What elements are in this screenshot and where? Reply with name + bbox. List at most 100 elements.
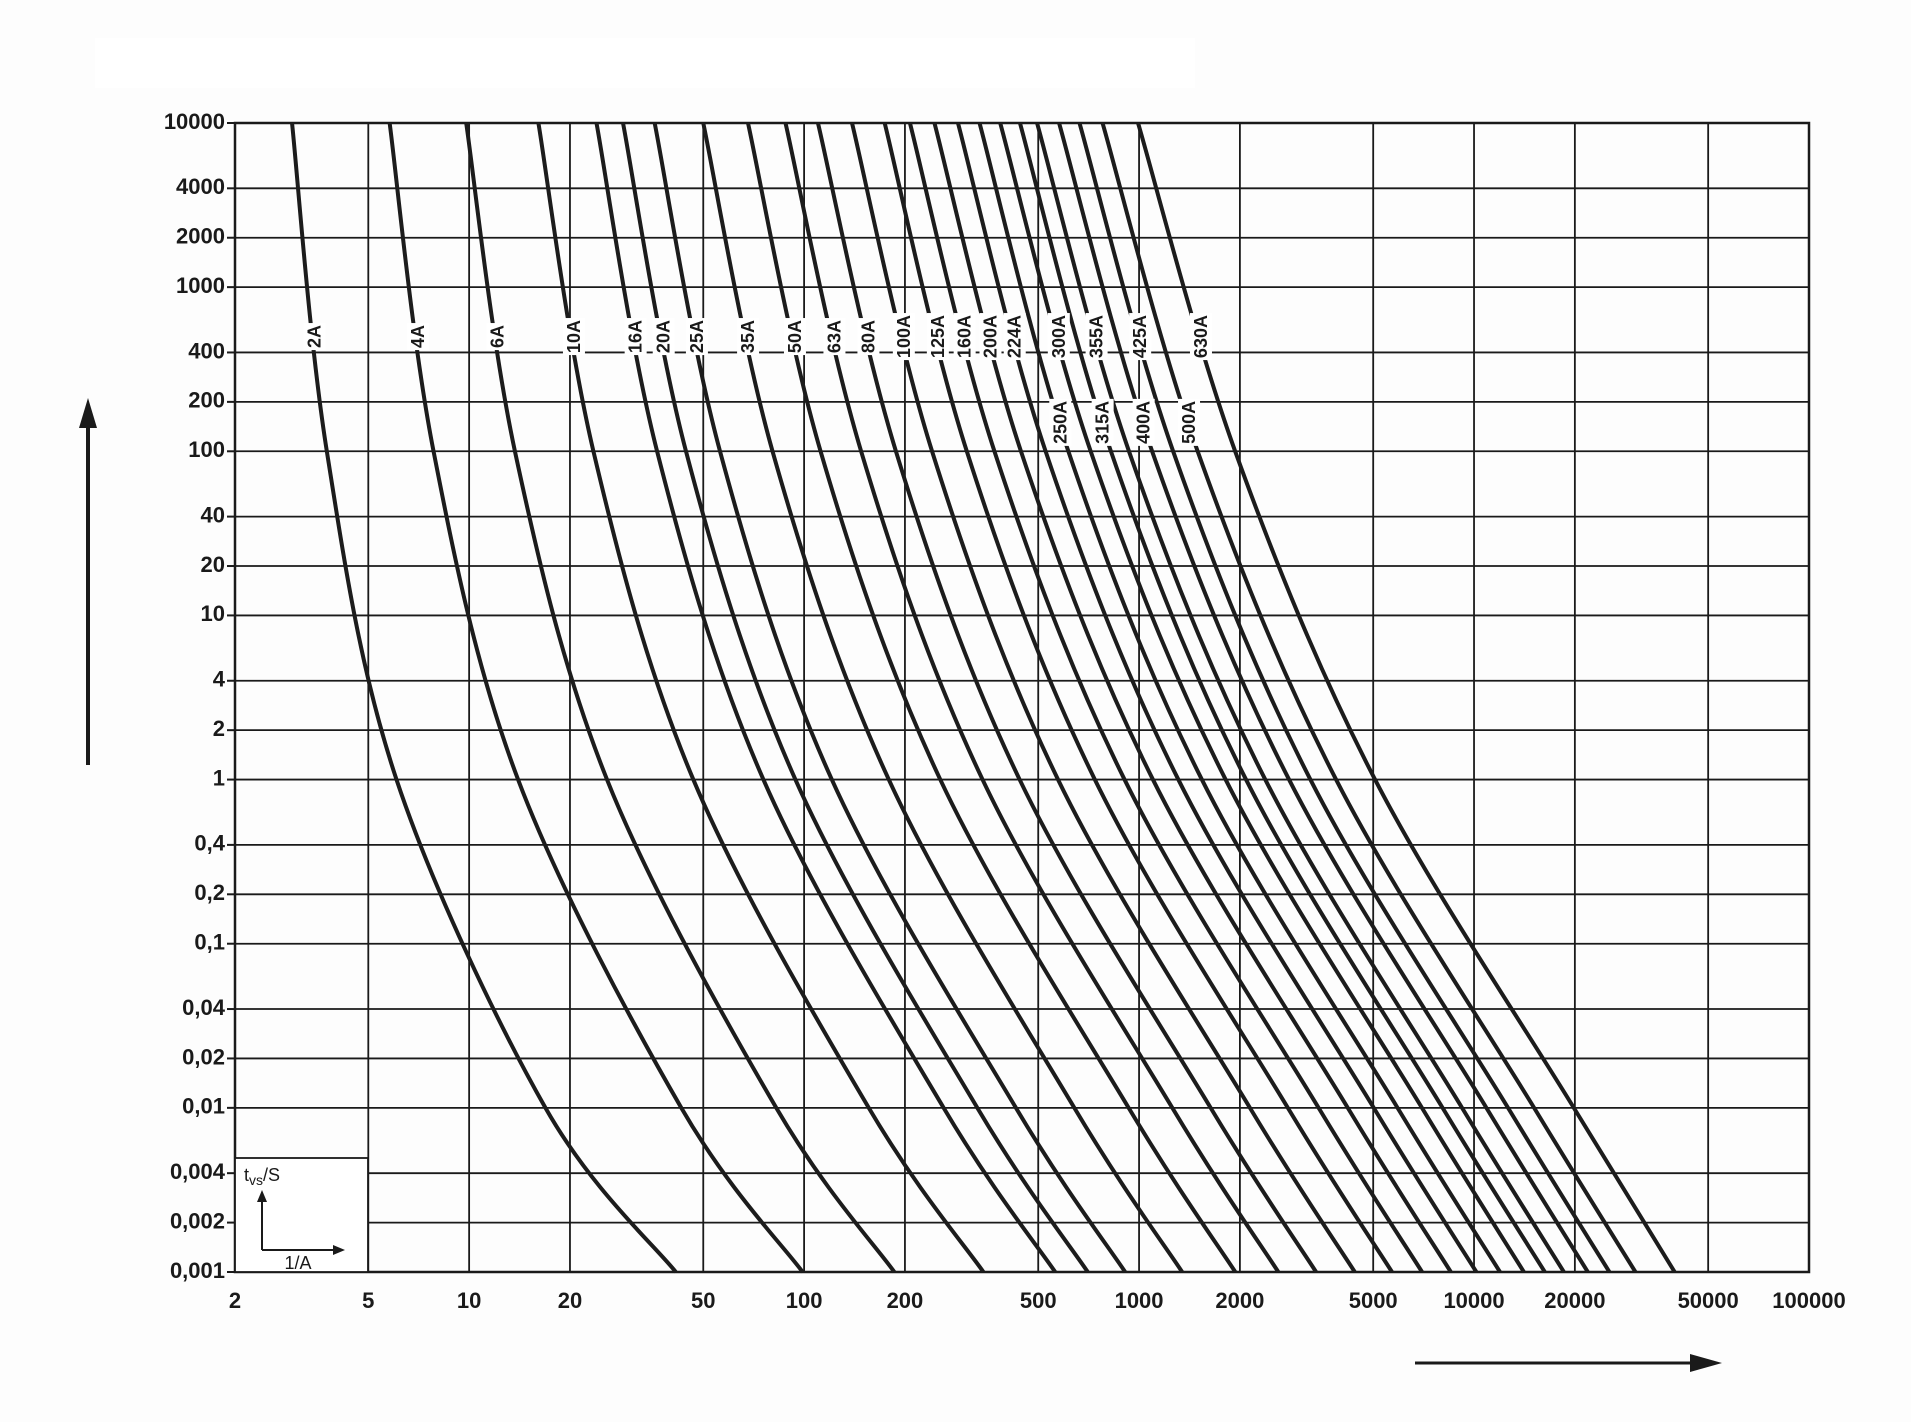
x-tick-label: 50000 <box>1678 1288 1739 1313</box>
curve-label-group: 10A <box>562 318 585 356</box>
fuse-curve <box>387 122 805 1274</box>
curve-label-bg <box>1132 398 1155 446</box>
y-tick-label: 0,1 <box>194 930 225 955</box>
curve-label-bg <box>737 318 760 356</box>
curve-label-bg <box>979 313 1002 361</box>
curve-label-bg <box>562 318 585 356</box>
x-tick-label: 5000 <box>1349 1288 1398 1313</box>
curve-label-bg <box>1178 398 1201 446</box>
fuse-curve <box>977 122 1502 1274</box>
x-arrow-head <box>1690 1354 1722 1372</box>
x-tick-label: 20 <box>558 1288 582 1313</box>
curve-label-bg <box>857 318 880 356</box>
y-tick-label: 0,4 <box>194 831 225 856</box>
x-tick-label: 100 <box>786 1288 823 1313</box>
curve-label: 315A <box>1093 401 1113 444</box>
y-arrow-head <box>79 398 97 428</box>
curve-label-group: 425A <box>1129 313 1152 361</box>
curve-label: 10A <box>564 320 584 353</box>
curve-label: 500A <box>1179 401 1199 444</box>
curve-label: 25A <box>687 320 707 353</box>
curve-label: 100A <box>894 315 914 358</box>
curve-label-group: 300A <box>1047 313 1070 361</box>
fuse-curve <box>1057 122 1590 1274</box>
x-tick-label: 5 <box>362 1288 374 1313</box>
curve-label-bg <box>1189 313 1212 361</box>
x-tick-label: 2 <box>229 1288 241 1313</box>
x-tick-label: 20000 <box>1544 1288 1605 1313</box>
curve-label: 80A <box>858 320 878 353</box>
y-tick-label: 10 <box>201 601 225 626</box>
inset-arrow-head <box>257 1190 267 1202</box>
y-tick-label: 4000 <box>176 174 225 199</box>
x-tick-label: 500 <box>1020 1288 1057 1313</box>
x-tick-label: 50 <box>691 1288 715 1313</box>
y-tick-label: 0,02 <box>182 1044 225 1069</box>
curve-label-group: 125A <box>926 313 949 361</box>
curve-label-group: 2A <box>303 323 326 351</box>
curve-label: 425A <box>1130 315 1150 358</box>
x-tick-label: 10 <box>457 1288 481 1313</box>
fuse-curve <box>464 122 897 1274</box>
curve-label-group: 16A <box>624 318 647 356</box>
curve-label-bg <box>892 313 915 361</box>
y-tick-label: 1000 <box>176 273 225 298</box>
inset-box <box>234 1157 369 1273</box>
curve-label-bg <box>1091 398 1114 446</box>
curve-label-group: 400A <box>1132 398 1155 446</box>
curve-label-group: 200A <box>979 313 1002 361</box>
y-tick-label: 100 <box>188 437 225 462</box>
y-axis-label-symbol: t <box>244 1165 249 1185</box>
curve-label-group: 63A <box>823 318 846 356</box>
curve-label-bg <box>783 318 806 356</box>
curve-label: 63A <box>824 320 844 353</box>
curve-label-bg <box>823 318 846 356</box>
x-tick-label: 10000 <box>1443 1288 1504 1313</box>
curve-label-bg <box>926 313 949 361</box>
y-tick-label: 0,001 <box>170 1258 225 1283</box>
curve-label-group: 630A <box>1189 313 1212 361</box>
curve-label: 400A <box>1134 401 1154 444</box>
curve-label-group: 160A <box>953 313 976 361</box>
curve-label-bg <box>486 323 509 351</box>
x-tick-label: 100000 <box>1772 1288 1845 1313</box>
curve-label-bg <box>624 318 647 356</box>
y-tick-label: 0,004 <box>170 1159 226 1184</box>
curve-label-bg <box>1085 313 1108 361</box>
blank-strip <box>95 38 1195 88</box>
curve-label: 50A <box>785 320 805 353</box>
curve-label: 630A <box>1191 315 1211 358</box>
y-tick-label: 2000 <box>176 224 225 249</box>
inset-arrow-head <box>333 1245 345 1255</box>
y-tick-label: 0,002 <box>170 1208 225 1233</box>
curve-label: 16A <box>626 320 646 353</box>
curve-label-bg <box>406 323 429 351</box>
curve-label: 355A <box>1087 315 1107 358</box>
curve-label: 125A <box>928 315 948 358</box>
curve-label-bg <box>1003 313 1026 361</box>
curve-label: 300A <box>1049 315 1069 358</box>
curve-label-group: 6A <box>486 323 509 351</box>
curve-label-group: 80A <box>857 318 880 356</box>
y-tick-label: 200 <box>188 388 225 413</box>
curve-label-bg <box>685 318 708 356</box>
y-tick-label: 20 <box>201 552 225 577</box>
curve-label-group: 100A <box>892 313 915 361</box>
fuse-curve <box>1018 122 1547 1274</box>
y-tick-label: 1 <box>213 765 225 790</box>
curve-label: 200A <box>980 315 1000 358</box>
curve-label: 4A <box>408 325 428 348</box>
fuse-curve <box>594 122 1057 1274</box>
curve-label-bg <box>303 323 326 351</box>
x-axis-label: 1/A <box>284 1253 311 1273</box>
y-tick-label: 4 <box>213 667 226 692</box>
curve-label-group: 500A <box>1178 398 1201 446</box>
x-tick-label: 1000 <box>1115 1288 1164 1313</box>
fuse-curve <box>998 122 1526 1274</box>
fuse-curve <box>1136 122 1677 1274</box>
y-axis-label: tvs/S <box>244 1165 280 1188</box>
fuse-curve <box>1100 122 1638 1274</box>
y-tick-label: 400 <box>188 338 225 363</box>
fuse-curve <box>701 122 1184 1274</box>
